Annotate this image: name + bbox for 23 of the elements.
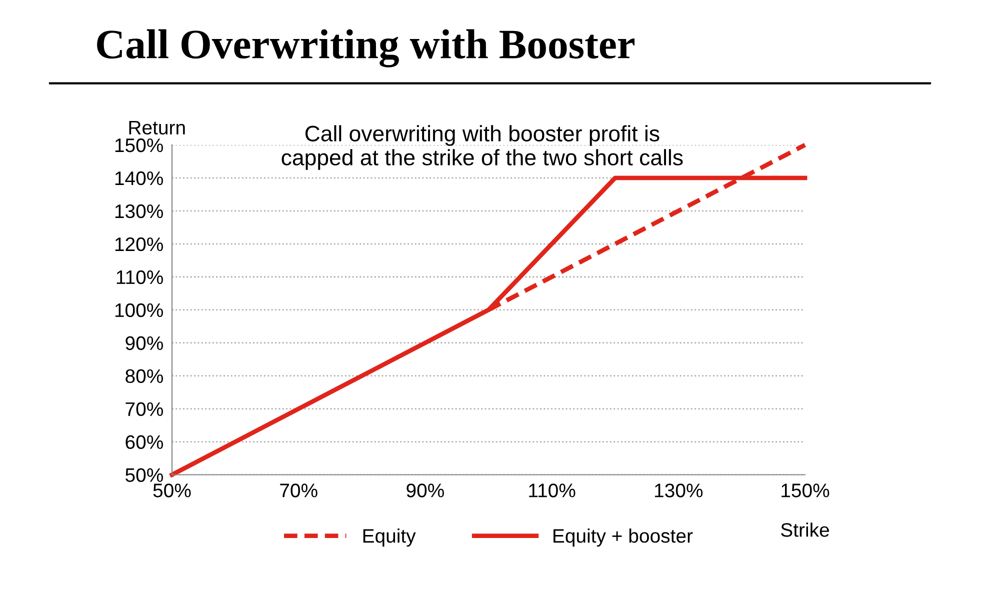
y-tick-label: 110% — [116, 270, 163, 284]
y-tick-label: 100% — [115, 303, 163, 318]
annotation: Call overwriting with booster profit is capped at the strike of the two short calls — [282, 125, 683, 170]
x-tick-label: 90% — [406, 484, 444, 498]
chart-title: Call Overwriting with Booster — [97, 29, 635, 68]
y-tick-label: 140% — [115, 171, 163, 186]
y-tick-label: 80% — [126, 369, 163, 384]
legend-label: Equity — [363, 528, 416, 547]
y-tick-label: 50% — [126, 468, 163, 482]
x-tick-label: 70% — [280, 484, 318, 498]
x-tick-label: 130% — [655, 484, 703, 498]
x-tick-label: 110% — [529, 484, 576, 498]
x-tick-label: 50% — [153, 484, 191, 498]
y-axis-title: Return — [129, 120, 185, 135]
y-tick-label: 70% — [126, 402, 163, 416]
y-tick-label: 150% — [115, 138, 163, 152]
y-tick-label: 120% — [115, 237, 163, 252]
y-tick-label: 90% — [126, 336, 163, 350]
x-tick-label: 150% — [782, 484, 830, 498]
y-tick-label: 60% — [126, 435, 163, 450]
x-axis-title: Strike — [781, 522, 829, 537]
y-tick-label: 130% — [115, 204, 163, 218]
legend-label: Equity + booster — [554, 528, 693, 547]
